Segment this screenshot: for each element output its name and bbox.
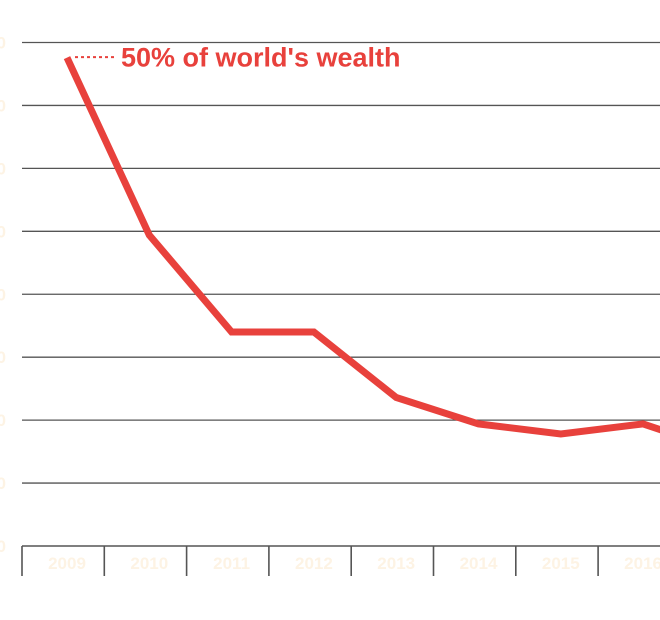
x-tick-label: 2016 (624, 554, 660, 573)
y-tick-label: 200 (0, 285, 6, 304)
series-line (63, 56, 660, 438)
y-tick-label: 400 (0, 34, 6, 53)
x-tick-label: 2015 (542, 554, 580, 573)
x-tick-label: 2010 (130, 554, 168, 573)
y-tick-label: 150 (0, 348, 6, 367)
y-tick-label: 100 (0, 411, 6, 430)
x-tick-label: 2011 (213, 554, 250, 573)
y-tick-label: 350 (0, 96, 6, 115)
y-tick-label: 50 (0, 474, 6, 493)
series-layer (63, 56, 660, 438)
annotation: 50% of world's wealth (75, 43, 400, 73)
y-tick-label: 300 (0, 159, 6, 178)
y-tick-label: 250 (0, 222, 6, 241)
gridlines (22, 41, 660, 484)
annotation-label: 50% of world's wealth (121, 43, 400, 73)
x-axis: 2009 2010 2011 2012 2013 2014 2015 2016 (21, 545, 660, 576)
y-tick-label: 0 (0, 537, 6, 556)
y-tick-labels: 0 50 100 150 200 250 300 350 400 (0, 34, 6, 557)
x-tick-label: 2012 (295, 554, 333, 573)
x-tick-label: 2014 (460, 554, 498, 573)
x-tick-label: 2009 (48, 554, 86, 573)
x-tick-label: 2013 (377, 554, 415, 573)
